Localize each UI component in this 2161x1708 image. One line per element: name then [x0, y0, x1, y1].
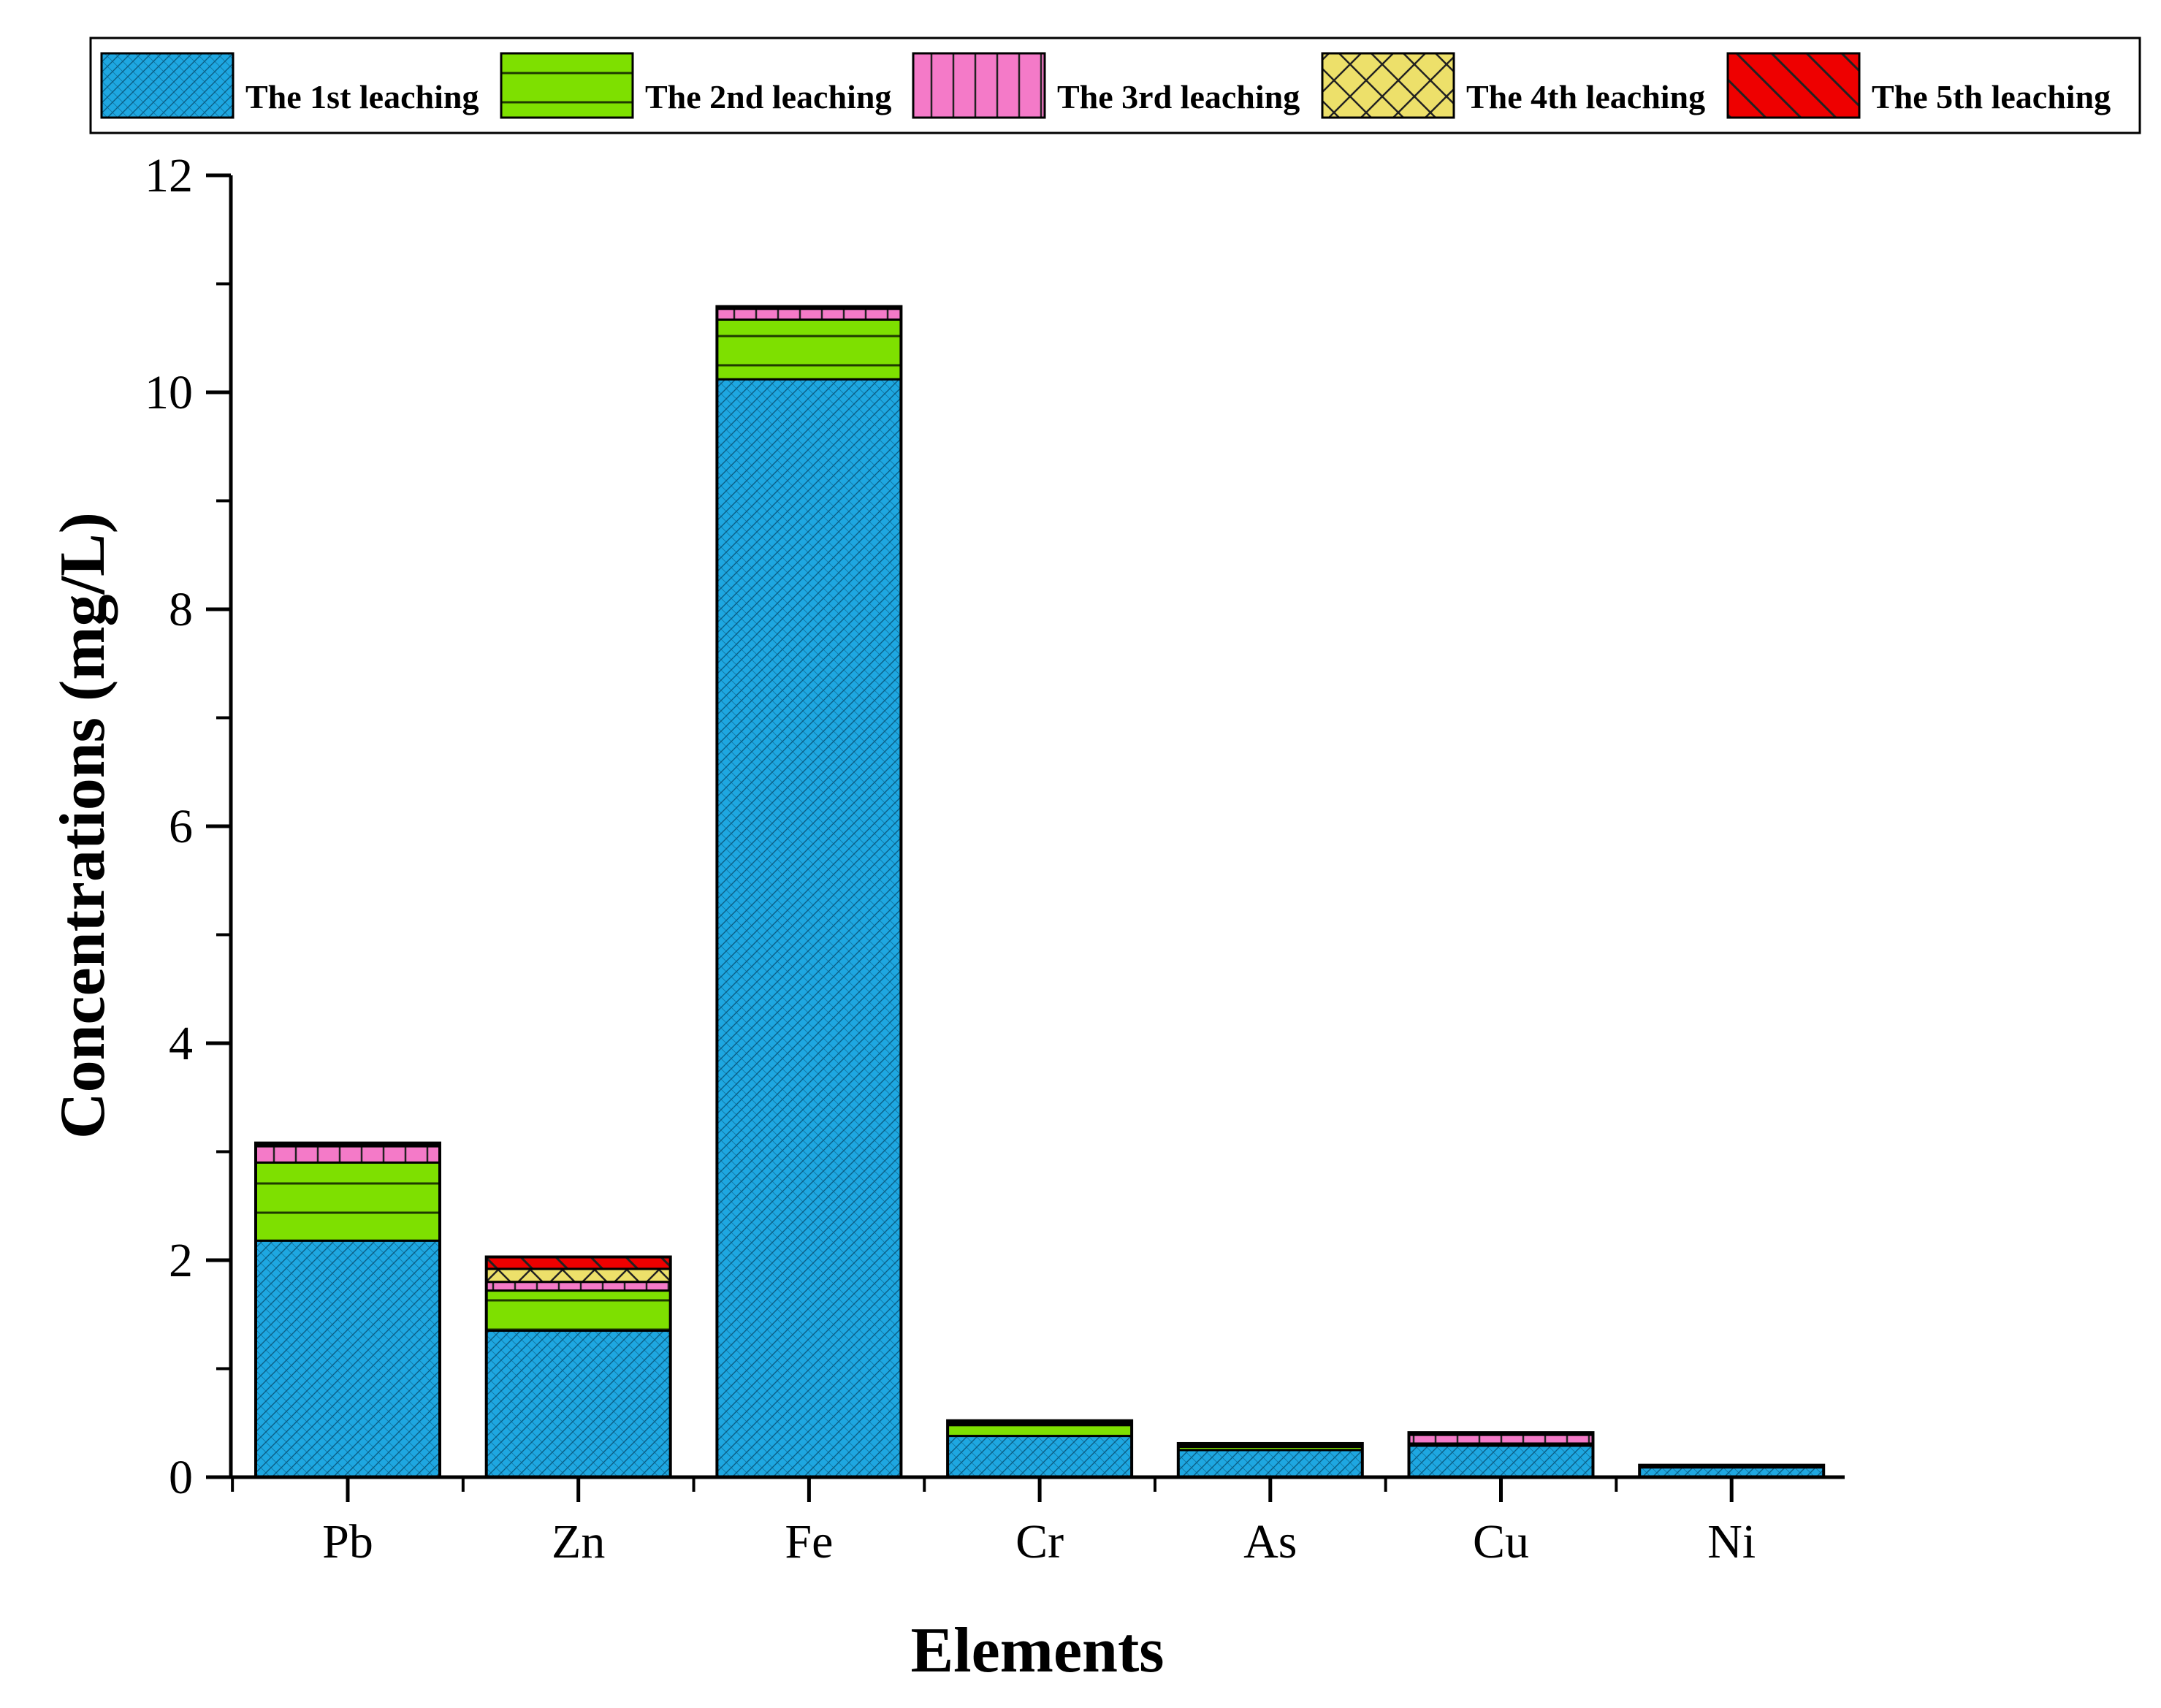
bar-segment	[946, 1424, 1133, 1438]
x-axis-title: Elements	[910, 1615, 1164, 1686]
legend-label: The 1st leaching	[245, 78, 479, 115]
bar-segment	[946, 1435, 1133, 1479]
x-tick-label: Zn	[552, 1515, 605, 1568]
x-tick-label: As	[1243, 1515, 1297, 1568]
y-tick-label: 0	[169, 1451, 193, 1504]
legend-swatch	[912, 52, 1046, 119]
x-tick-label: Fe	[785, 1515, 833, 1568]
legend-swatch	[500, 52, 634, 119]
bars	[254, 305, 1826, 1479]
bar-segment	[485, 1267, 672, 1284]
y-tick-label: 4	[169, 1017, 193, 1070]
bar-segment	[715, 319, 902, 381]
legend-swatch	[1321, 52, 1455, 119]
bar-segment	[254, 1239, 441, 1479]
bar-segment	[715, 308, 902, 321]
bar-segment	[254, 1161, 441, 1242]
bar-segment	[485, 1289, 672, 1333]
legend-label: The 3rd leaching	[1057, 78, 1300, 115]
legend-label: The 4th leaching	[1466, 78, 1705, 115]
legend-label: The 2nd leaching	[645, 78, 891, 115]
bar-segment	[254, 1145, 441, 1164]
y-tick-label: 10	[145, 366, 193, 419]
x-tick-label: Ni	[1707, 1515, 1756, 1568]
y-tick-label: 12	[145, 149, 193, 202]
legend-label: The 5th leaching	[1872, 78, 2111, 115]
bar-segment	[485, 1281, 672, 1292]
axes: 0 2 4 6 8 10 12 Pb Zn Fe Cr As Cu Ni	[145, 149, 1845, 1568]
legend-swatch	[1726, 52, 1861, 119]
bar-segment	[715, 378, 902, 1479]
bar-segment	[1408, 1433, 1594, 1445]
y-axis-title: Concentrations (mg/L)	[47, 512, 118, 1139]
legend-swatch	[100, 52, 235, 119]
y-tick-label: 8	[169, 583, 193, 636]
bar-segment	[485, 1330, 672, 1479]
bar-segment	[1177, 1449, 1364, 1479]
y-tick-label: 6	[169, 800, 193, 853]
bar-segment	[485, 1256, 672, 1270]
x-tick-label: Cr	[1015, 1515, 1064, 1568]
bar-segment	[1408, 1444, 1594, 1479]
y-tick-label: 2	[169, 1234, 193, 1287]
legend: The 1st leaching The 2nd leaching The 3rd …	[89, 37, 2141, 134]
x-tick-label: Pb	[322, 1515, 373, 1568]
x-tick-label: Cu	[1473, 1515, 1529, 1568]
